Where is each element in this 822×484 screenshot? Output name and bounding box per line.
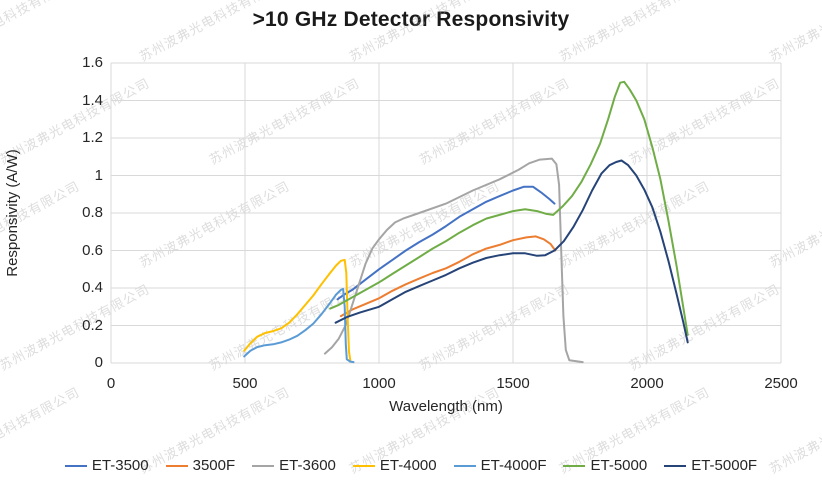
legend-label: ET-3500: [91, 457, 149, 474]
legend-item-ET-5000F: ET-5000F: [664, 457, 757, 474]
y-axis-title: Responsivity (A/W): [4, 149, 21, 277]
x-tick-label: 1500: [496, 375, 530, 392]
y-tick-label: 1.2: [82, 129, 103, 146]
y-tick-label: 0.4: [82, 279, 103, 296]
legend-item-ET-4000F: ET-4000F: [453, 457, 547, 474]
legend-item-3500F: 3500F: [165, 457, 236, 474]
series-line-3500F: [339, 235, 557, 318]
series-line-ET-4000F: [243, 287, 355, 364]
x-tick-label: 0: [106, 375, 116, 392]
y-tick-label: 0.2: [82, 316, 103, 334]
legend-swatch-ET-4000: [352, 464, 375, 467]
legend-label: ET-4000F: [480, 457, 547, 474]
y-tick-label: 0.8: [82, 204, 103, 221]
legend-label: ET-3600: [279, 457, 336, 474]
legend-item-ET-3500: ET-3500: [64, 457, 149, 474]
legend-item-ET-5000: ET-5000: [563, 457, 647, 474]
x-tick-label: 500: [232, 375, 258, 392]
legend-label: ET-5000: [590, 457, 648, 474]
legend-label: ET-5000F: [691, 457, 758, 474]
legend-item-ET-4000: ET-4000: [352, 457, 437, 474]
y-tick-label: 1: [94, 166, 103, 184]
legend-item-ET-3600: ET-3600: [252, 457, 336, 474]
legend-swatch-ET-3600: [252, 464, 275, 467]
y-tick-label: 1.6: [82, 54, 103, 71]
series-line-ET-4000: [243, 258, 352, 362]
x-tick-label: 2500: [764, 375, 798, 392]
y-tick-label: 1.4: [82, 91, 103, 109]
legend-label: ET-4000: [379, 457, 437, 474]
y-tick-label: 0: [94, 354, 103, 371]
series-line-ET-5000: [329, 80, 689, 336]
x-tick-label: 2000: [630, 375, 664, 392]
legend-swatch-ET-3500: [64, 464, 87, 467]
series-line-ET-3600: [323, 157, 584, 364]
legend-label: 3500F: [192, 457, 236, 474]
legend-swatch-ET-5000F: [664, 464, 687, 467]
chart-title: >10 GHz Detector Responsivity: [252, 8, 570, 31]
x-axis-title: Wavelength (nm): [389, 398, 503, 415]
legend-swatch-3500F: [165, 464, 188, 467]
x-tick-label: 1000: [362, 375, 396, 392]
series-line-ET-5000F: [334, 159, 689, 344]
legend-swatch-ET-4000F: [453, 464, 476, 467]
legend-swatch-ET-5000: [563, 464, 586, 467]
legend: ET-3500 3500F ET-3600 ET-4000 ET-4000F ET-500…: [0, 457, 822, 474]
series-line-ET-3500: [336, 185, 556, 301]
y-tick-label: 0.6: [82, 241, 103, 259]
